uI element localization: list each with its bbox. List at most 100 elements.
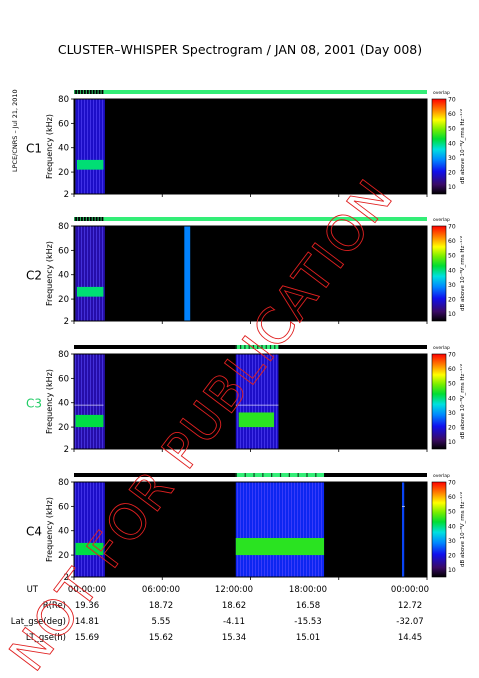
orbit-cell: 12:00:00 [215,585,253,595]
spectral-texture [75,226,105,321]
spacecraft-label: C3 [26,397,42,411]
y-tick-label: 20 [58,295,69,305]
colorbar-mode-label: overlap [433,90,450,96]
y-tick-label: 2 [64,317,69,327]
mode-bar-tick [97,217,99,221]
mode-bar-tick [76,217,79,221]
panel-c4: 2 20 40 60 80 Frequency (kHz)C4 10 20 30 40 50 60 70… [26,473,466,583]
colorbar-tick-label: 20 [448,553,456,560]
colorbar-tick-label: 60 [448,238,456,245]
y-tick-label: 60 [58,119,69,129]
orbit-row-label: UT [27,585,39,595]
colorbar [431,481,447,578]
mode-bar-tick [97,90,99,94]
orbit-cell: -32.07 [396,617,423,627]
colorbar-tick-label: 40 [448,267,456,274]
y-tick-label: 20 [58,423,69,433]
mode-bar-tick [262,473,264,477]
y-tick-label: 60 [58,502,69,512]
mode-bar-tick [235,473,237,477]
y-tick-label: 2 [64,445,69,455]
colorbar-tick-label: 50 [448,509,456,516]
mode-bar-tick [100,217,102,221]
mode-bar-tick [235,345,237,349]
mode-bar-tick [79,90,82,94]
colorbar-tick-label: 40 [448,140,456,147]
orbit-cell: 12.72 [398,601,422,611]
mode-bar-tick [91,217,93,221]
colorbar-tick-label: 20 [448,170,456,177]
plot-area [74,99,427,194]
orbit-cell: 15.62 [149,633,173,643]
mode-bar-tick [265,345,267,349]
orbit-cell: 16.58 [296,601,320,611]
mode-bar-tick [88,217,90,221]
orbit-cell: 15.69 [75,633,99,643]
spectral-activity [238,412,275,428]
mode-bar-tick [85,90,87,94]
spectral-texture [235,354,279,449]
mode-bar-tick [103,90,105,94]
y-axis-label: Frequency (kHz) [45,497,54,562]
y-tick-label: 80 [58,95,69,105]
orbit-cell: 06:00:00 [142,585,180,595]
mode-bar-tick [244,345,246,349]
spacecraft-label: C4 [26,525,42,539]
mode-bar-tick [100,90,102,94]
mode-bar [74,90,427,94]
plot-area [74,226,427,321]
colorbar-tick-label: 50 [448,126,456,133]
orbit-cell: 00:00:00 [68,585,106,595]
mode-bar-segment [74,217,104,221]
mode-bar-tick [79,217,82,221]
panels-group: 2 20 40 60 80 Frequency (kHz) C1 10 20 30 40 50 60 70… [26,90,466,583]
colorbar-mode-label: overlap [433,217,450,223]
orbit-cell: 18.62 [222,601,246,611]
y-tick-label: 20 [58,551,69,561]
mode-bar-tick [88,90,90,94]
spectral-activity [75,414,104,428]
mode-bar-tick [82,90,85,94]
mode-bar-tick [94,90,96,94]
orbit-cell: -15.53 [294,617,321,627]
spacecraft-label: C1 [26,142,42,156]
colorbar-tick-label: 30 [448,538,456,545]
colorbar-title: dB above 10⁻⁸V_rms Hz⁻¹ᐟ² [459,492,466,567]
spectral-activity [235,538,325,556]
spectral-activity [75,542,104,556]
mode-bar-tick [288,473,290,477]
y-tick-label: 80 [58,350,69,360]
colorbar [431,225,447,322]
spectral-texture [74,354,105,449]
orbit-cell: 15.34 [222,633,246,643]
orbit-cell: 19.36 [75,601,99,611]
colorbar-tick-label: 20 [448,297,456,304]
mode-bar-tick [315,473,317,477]
colorbar-tick-label: 10 [448,311,456,318]
y-tick-label: 2 [64,190,69,200]
colorbar-tick-label: 70 [448,352,456,359]
panel-c3: 2 20 40 60 80 Frequency (kHz)C3 10 20 30 40 50 60 70… [26,345,466,455]
orbit-cell: 14.45 [398,633,422,643]
orbit-row-label: LT_gse(h) [26,633,66,643]
mode-bar-tick [248,345,250,349]
mode-bar-tick [91,90,93,94]
colorbar-tick-label: 70 [448,224,456,231]
mode-bar-tick [240,345,242,349]
y-tick-label: 80 [58,478,69,488]
mode-bar-tick [269,345,272,349]
spectral-texture [235,482,325,577]
mode-bar-tick [257,345,259,349]
orbit-cell: 15.01 [296,633,320,643]
y-tick-label: 40 [58,527,69,537]
mode-bar-tick [306,473,308,477]
orbit-cell: 18.72 [149,601,173,611]
colorbar-tick-label: 60 [448,111,456,118]
colorbar-tick-label: 50 [448,381,456,388]
spectral-activity [76,286,104,297]
colorbar-mode-label: overlap [433,345,450,351]
mode-bar-tick [278,345,280,349]
mode-bar-segment [74,90,104,94]
colorbar-tick-label: 70 [448,480,456,487]
orbit-cell: 14.81 [75,617,99,627]
